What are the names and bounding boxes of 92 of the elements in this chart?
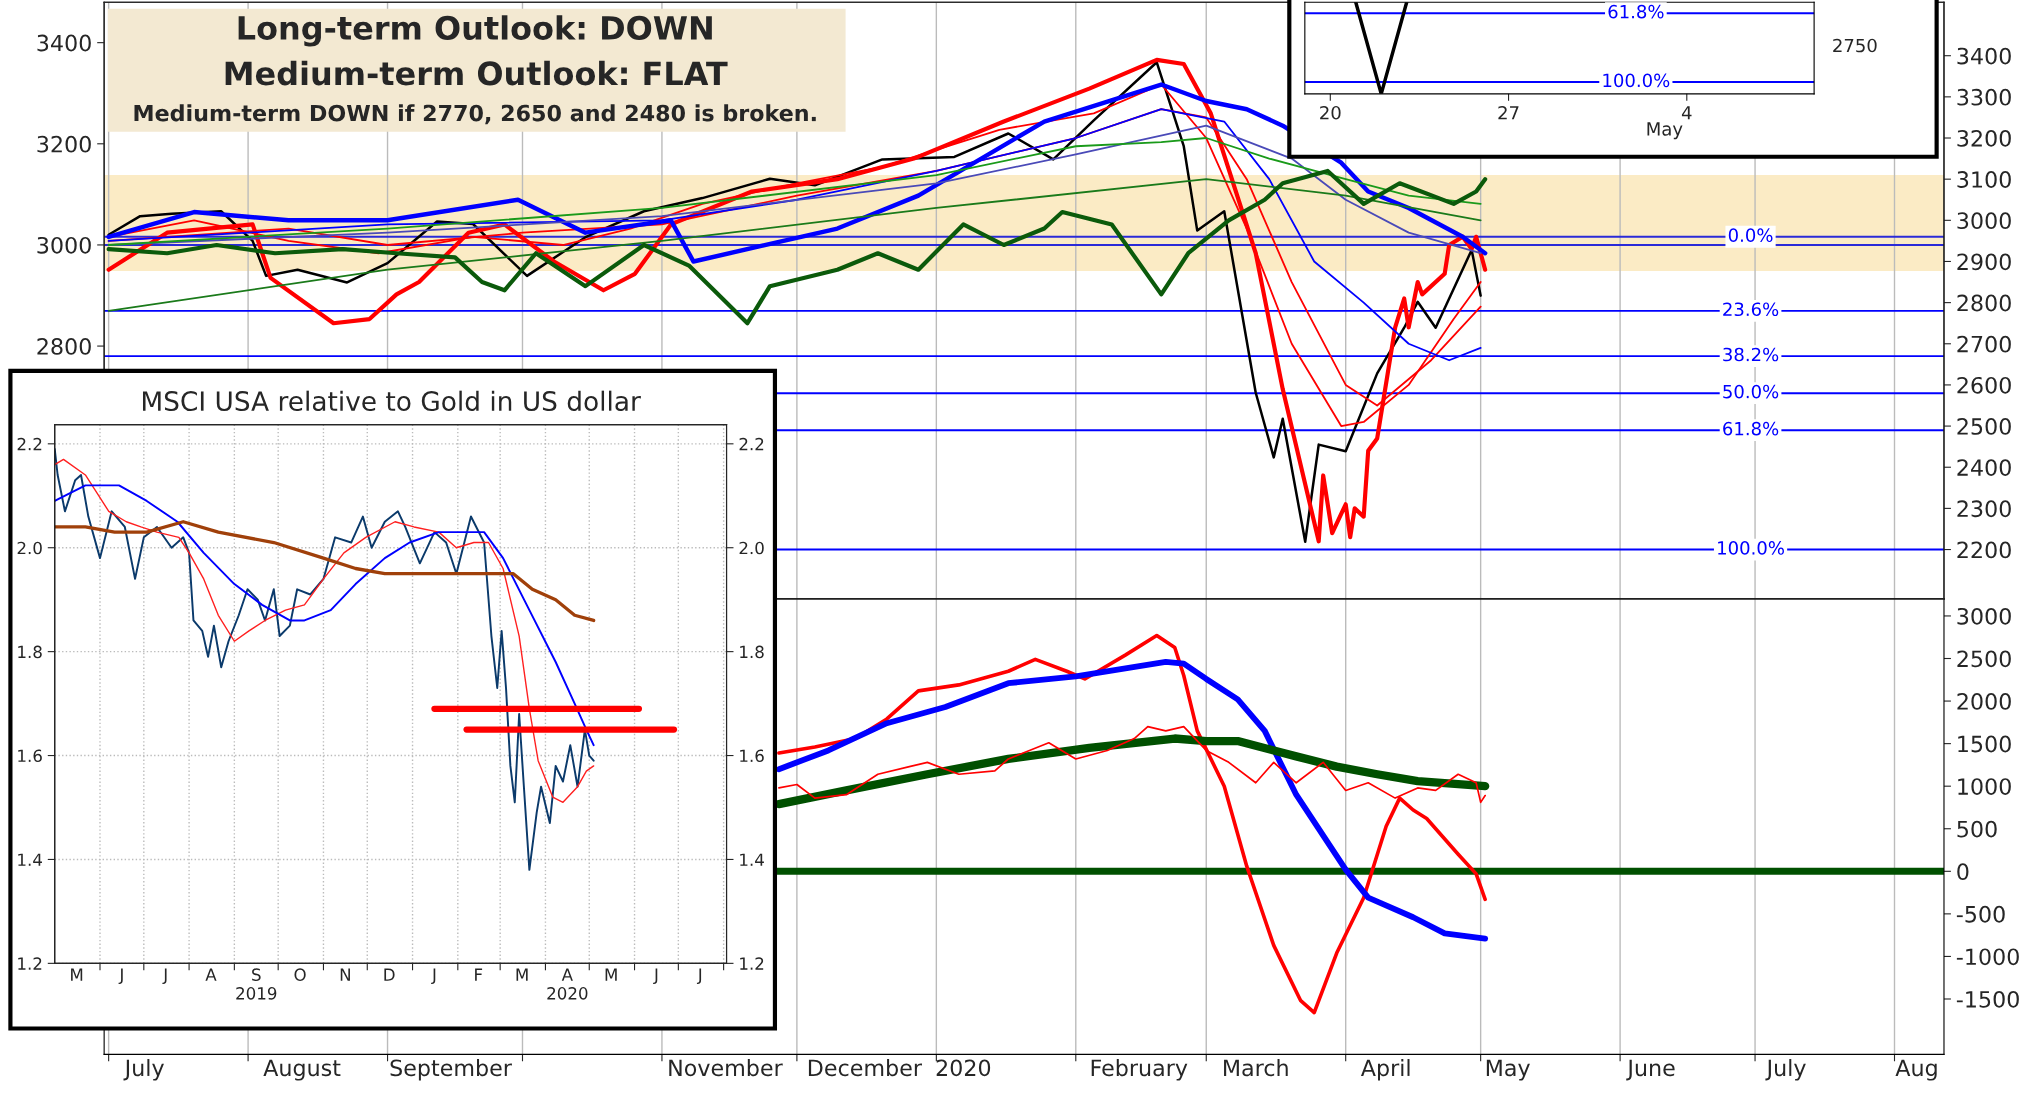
annotation: 100.0%	[1603, 73, 1670, 88]
x-tick-label: J	[118, 968, 123, 985]
y-tick-label: 3100	[1957, 171, 2011, 188]
y-tick-label: 2900	[1957, 253, 2011, 271]
annotation: 23.6%	[1723, 302, 1779, 317]
y2-tick-label: 3000	[37, 236, 91, 254]
x-tick-label: O	[294, 968, 306, 981]
x-tick-label: May	[1486, 1059, 1530, 1081]
x-tick-label: A	[205, 968, 217, 981]
x-tick-label: F	[475, 968, 483, 981]
y-tick-label: -1000	[1956, 948, 2019, 966]
y-tick-label: 3000	[1957, 212, 2011, 230]
y2-tick-label: 2.0	[739, 541, 764, 555]
x-tick-label: 27	[1498, 105, 1519, 120]
y-tick-label: 1.6	[18, 749, 42, 763]
x-tick-label: J	[162, 968, 167, 985]
y-tick-label: 2500	[1957, 418, 2011, 435]
y-tick-label: 2200	[1957, 541, 2011, 559]
y2-tick-label: 3400	[37, 34, 91, 52]
annotation: 0.0%	[1728, 228, 1773, 243]
y2-tick-label: 3200	[37, 135, 91, 153]
x-tick-label: 2020	[936, 1059, 991, 1077]
line-series	[54, 520, 596, 623]
y-tick-label: 3400	[1957, 47, 2011, 65]
annotation: 38.2%	[1723, 347, 1779, 362]
annotation: May	[1647, 122, 1683, 140]
x-tick-label: July	[1765, 1059, 1806, 1081]
line-series	[54, 458, 595, 803]
annotation: 61.8%	[1608, 4, 1664, 19]
y-tick-label: 3200	[1957, 129, 2011, 147]
y-tick-label: 2700	[1957, 335, 2011, 353]
y-tick-label: 2400	[1957, 459, 2011, 476]
y-tick-label: 2.0	[17, 541, 42, 555]
annotation: 61.8%	[1723, 421, 1779, 436]
x-tick-label: M	[516, 968, 528, 981]
annotation: 100.0%	[1718, 541, 1784, 555]
x-tick-label: September	[390, 1059, 512, 1081]
x-tick-label: June	[1626, 1059, 1675, 1081]
y-tick-label: 3300	[1957, 88, 2011, 106]
y2-tick-label: 2800	[37, 338, 91, 355]
x-tick-label: 4	[1681, 106, 1692, 120]
line-series	[106, 168, 1488, 326]
x-tick-label: 20	[1320, 105, 1341, 120]
x-tick-label: M	[71, 968, 83, 981]
y-tick-label: 2.2	[17, 437, 42, 451]
x-tick-label: April	[1360, 1059, 1410, 1081]
x-tick-label: J	[431, 968, 436, 985]
y-tick-label: 2300	[1957, 500, 2011, 518]
annotation: 50.0%	[1723, 384, 1779, 399]
y-tick-label: 1500	[1958, 735, 2011, 753]
x-tick-label: S 2019	[236, 968, 277, 1000]
x-tick-label: August	[263, 1059, 341, 1081]
x-tick-label: Aug	[1895, 1059, 1937, 1081]
x-tick-label: A 2020	[547, 968, 588, 1000]
x-tick-label: M	[605, 968, 617, 981]
x-tick-label: March	[1224, 1059, 1288, 1077]
x-tick-label: December	[808, 1059, 922, 1077]
line-series	[107, 137, 1482, 246]
y-tick-label: 1.2	[18, 957, 42, 970]
y2-tick-label: 1.2	[740, 957, 764, 970]
x-tick-label: November	[669, 1059, 783, 1077]
line-series	[777, 633, 1487, 1015]
x-tick-label: N	[340, 968, 350, 981]
line-series	[54, 448, 595, 871]
x-tick-label: July	[123, 1059, 164, 1081]
y-tick-label: 1.8	[18, 645, 42, 659]
y-tick-label: -1500	[1956, 990, 2019, 1008]
x-tick-label: J	[696, 968, 702, 985]
y-tick-label: 2600	[1957, 376, 2011, 394]
x-tick-label: February	[1091, 1059, 1188, 1081]
y-tick-label: 2500	[1957, 650, 2011, 668]
y2-tick-label: 1.4	[740, 853, 764, 866]
y2-tick-label: 2.2	[739, 437, 764, 451]
y-tick-label: 0	[1957, 863, 1969, 881]
annotation: Medium-term Outlook: FLAT	[225, 60, 728, 86]
y-tick-label: 3000	[1957, 607, 2011, 625]
x-tick-label: D	[384, 968, 395, 981]
annotation: Medium-term DOWN if 2770, 2650 and 2480 is broken.	[134, 104, 816, 125]
y-tick-label: 2000	[1957, 693, 2011, 710]
annotation: Long-term Outlook: DOWN	[238, 15, 712, 47]
y-tick-label: 1.4	[18, 853, 42, 866]
x-tick-label: J	[653, 968, 658, 985]
y2-tick-label: 1.6	[740, 749, 764, 763]
y-tick-label: 1000	[1958, 778, 2011, 795]
y-tick-label: 2800	[1957, 294, 2011, 312]
chart-title: MSCI USA relative to Gold in US dollar	[143, 390, 641, 412]
annotation: 2750	[1833, 38, 1877, 53]
y-tick-label: -500	[1956, 905, 2005, 923]
line-series	[54, 484, 595, 747]
y2-tick-label: 1.8	[740, 645, 764, 659]
line-series	[107, 178, 1482, 312]
y-tick-label: 500	[1957, 820, 1997, 838]
